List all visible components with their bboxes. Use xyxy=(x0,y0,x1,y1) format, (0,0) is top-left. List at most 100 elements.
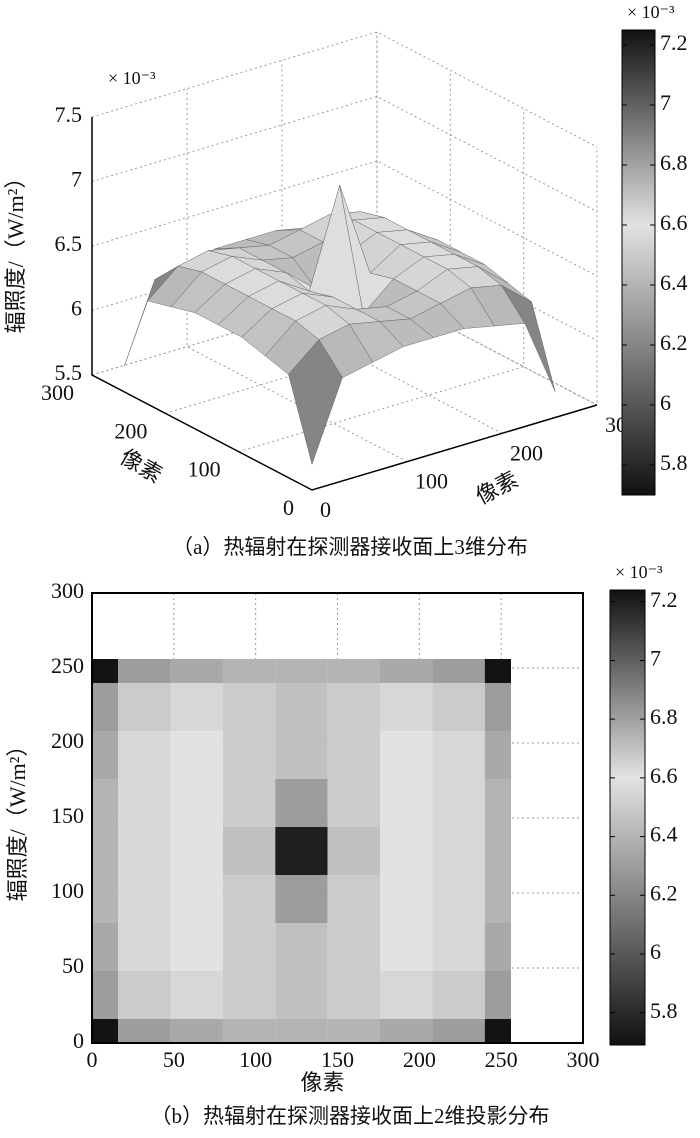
colorbar-tick-label: 7.2 xyxy=(650,587,678,612)
heatmap-cell xyxy=(275,827,328,875)
heatmap-cell xyxy=(118,971,171,1019)
colorbar-tick-label: 6.6 xyxy=(660,210,688,235)
colorbar-tick-label: 5.8 xyxy=(660,450,688,475)
colorbar-multiplier: × 10⁻³ xyxy=(615,562,663,582)
colorbar-tick-label: 6.6 xyxy=(650,763,678,788)
heatmap-cell xyxy=(380,779,433,827)
colorbar xyxy=(621,29,656,496)
heatmap-cell xyxy=(222,1019,276,1043)
axis-box xyxy=(91,117,598,491)
grid-line xyxy=(281,60,503,434)
heatmap-cell xyxy=(92,827,119,875)
z-tick-label: 7.5 xyxy=(55,102,83,127)
heatmap-cell xyxy=(380,923,433,971)
y-tick-label: 200 xyxy=(51,728,84,753)
x-tick-label: 100 xyxy=(415,469,448,494)
heatmap-cell xyxy=(275,731,328,779)
heatmap-cell xyxy=(484,971,511,1019)
y-tick-label: 250 xyxy=(51,653,84,678)
x-tick-label: 100 xyxy=(239,1047,272,1072)
heatmap-cell xyxy=(380,1019,433,1043)
colorbar-tick-label: 6 xyxy=(650,939,661,964)
heatmap-cell xyxy=(222,779,276,827)
heatmap-cell xyxy=(432,731,485,779)
heatmap-cell xyxy=(92,779,119,827)
z-tick-label: 5.5 xyxy=(55,360,83,385)
y-tick-label: 100 xyxy=(51,878,84,903)
caption: （a）热辐射在探测器接收面上3维分布 xyxy=(172,535,528,559)
heatmap-cell xyxy=(275,683,328,731)
heatmap-cell xyxy=(327,779,381,827)
heatmap-cell xyxy=(92,971,119,1019)
heatmap-cell xyxy=(484,683,511,731)
z-tick-label: 6 xyxy=(71,296,82,321)
y-tick-label: 100 xyxy=(188,457,221,482)
colorbar-multiplier: × 10⁻³ xyxy=(627,2,675,22)
x-tick-label: 150 xyxy=(321,1047,354,1072)
heatmap-cell xyxy=(92,683,119,731)
heatmap-cell xyxy=(118,875,171,923)
y-axis-label: 像素 xyxy=(116,444,167,488)
heatmap-cell xyxy=(484,779,511,827)
heatmap-cell xyxy=(92,731,119,779)
heatmap-cell xyxy=(170,1019,223,1043)
x-axis-label: 像素 xyxy=(472,466,523,509)
heatmap-cell xyxy=(432,923,485,971)
colorbar xyxy=(609,589,646,1046)
heatmap-cell xyxy=(170,827,223,875)
heatmap-cell xyxy=(380,731,433,779)
heatmap-cell xyxy=(92,1019,119,1043)
heatmap-cell xyxy=(327,659,381,683)
heatmap-cell xyxy=(275,875,328,923)
heatmap-cell xyxy=(380,659,433,683)
heatmap-cell xyxy=(118,731,171,779)
colorbar-tick-label: 6.8 xyxy=(650,704,678,729)
heatmap-cell xyxy=(484,731,511,779)
heatmap-cell xyxy=(222,683,276,731)
y-tick-label: 0 xyxy=(283,495,294,520)
heatmap-cell xyxy=(222,827,276,875)
heatmap-cell xyxy=(327,731,381,779)
heatmap-cell xyxy=(327,827,381,875)
colorbar-tick-label: 6 xyxy=(660,390,671,415)
heatmap-cell xyxy=(118,1019,171,1043)
heatmap-cell xyxy=(484,1019,511,1043)
heatmap-cell xyxy=(170,683,223,731)
z-tick-label: 7 xyxy=(71,167,82,192)
heatmap-cell xyxy=(118,683,171,731)
heatmap-cell xyxy=(92,923,119,971)
y-tick-label: 150 xyxy=(51,803,84,828)
x-tick-label: 200 xyxy=(510,440,543,465)
x-tick-label: 250 xyxy=(485,1047,518,1072)
colorbar-tick-label: 7 xyxy=(650,645,661,670)
y-tick-label: 300 xyxy=(51,578,84,603)
heatmap-cell xyxy=(170,971,223,1019)
heatmap-cell xyxy=(432,779,485,827)
x-tick-label: 300 xyxy=(567,1047,600,1072)
heatmap-cell xyxy=(432,827,485,875)
heatmap-cell xyxy=(275,971,328,1019)
heatmap-cell xyxy=(327,1019,381,1043)
colorbar-tick-label: 6.4 xyxy=(650,822,678,847)
colorbar-tick-label: 6.8 xyxy=(660,150,688,175)
heatmap-cell xyxy=(222,731,276,779)
colorbar-tick-label: 7 xyxy=(660,90,671,115)
heatmap-cell xyxy=(484,875,511,923)
heatmap-cell xyxy=(275,659,328,683)
heatmap-cell xyxy=(222,971,276,1019)
colorbar-tick-label: 5.8 xyxy=(650,998,678,1023)
colorbar-tick-label: 6.2 xyxy=(650,880,678,905)
heatmap-cell xyxy=(170,779,223,827)
heatmap-cell xyxy=(432,971,485,1019)
heatmap-cell xyxy=(275,1019,328,1043)
heatmap-cell xyxy=(118,779,171,827)
heatmap-cell xyxy=(380,683,433,731)
x-axis-label: 像素 xyxy=(300,1070,344,1095)
z-tick-label: 6.5 xyxy=(55,231,83,256)
heatmap-cell xyxy=(380,971,433,1019)
heatmap-cell xyxy=(327,923,381,971)
grid-line xyxy=(91,31,598,148)
heatmap-cell xyxy=(92,875,119,923)
heatmap-cell xyxy=(222,923,276,971)
